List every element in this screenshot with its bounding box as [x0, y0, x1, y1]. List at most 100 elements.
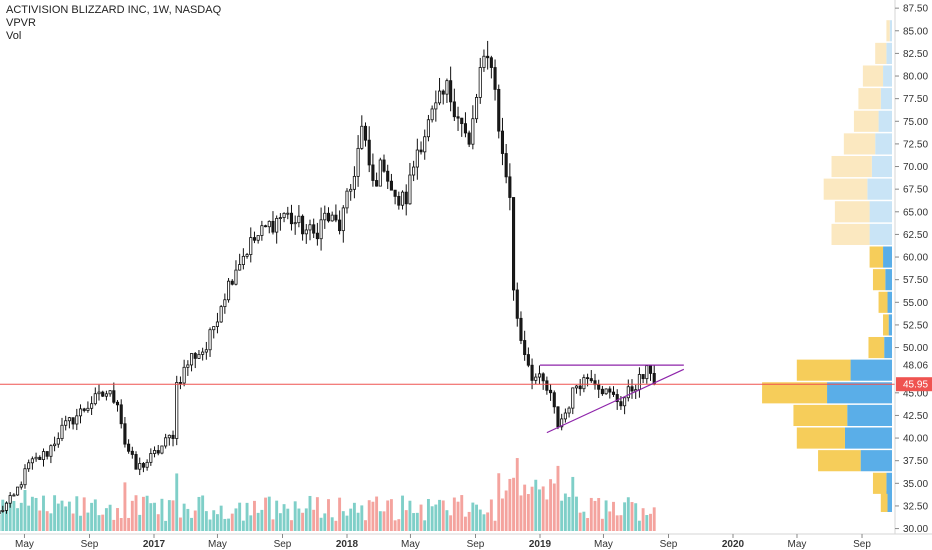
candle: [497, 84, 501, 139]
candle: [352, 166, 356, 199]
candle-body: [549, 389, 553, 394]
volume-profile-up: [847, 404, 892, 426]
candle: [16, 486, 20, 496]
volume-bar: [278, 513, 282, 531]
indicator-vpvr[interactable]: VPVR: [6, 17, 36, 29]
candle: [227, 278, 231, 303]
indicator-vol[interactable]: Vol: [6, 30, 22, 42]
candle: [382, 154, 386, 173]
candle: [171, 430, 175, 447]
x-tick-label: 2018: [336, 539, 359, 550]
candle-body: [193, 353, 197, 359]
volume-profile-up: [884, 336, 892, 359]
candle: [145, 459, 149, 471]
candle: [345, 188, 349, 214]
y-tick-label: 32.50: [903, 501, 928, 512]
candle-body: [371, 164, 375, 181]
volume-bar: [156, 514, 160, 531]
volume-profile-down: [862, 65, 884, 87]
candle-body: [560, 418, 564, 428]
volume-bar: [652, 507, 656, 531]
volume-profile-down: [886, 20, 890, 42]
candle: [241, 248, 245, 270]
volume-bar: [541, 486, 545, 531]
volume-bar: [79, 515, 82, 531]
candle-body: [608, 388, 612, 393]
candle-body: [315, 232, 319, 240]
candle-body: [230, 280, 234, 285]
volume-bar: [30, 496, 34, 531]
volume-bar: [223, 518, 227, 531]
x-tick-label: Sep: [467, 539, 485, 550]
candle-body: [597, 384, 601, 390]
candle: [545, 376, 549, 395]
symbol-title[interactable]: ACTIVISION BLIZZARD INC, 1W, NASDAQ: [6, 4, 222, 16]
volume-bar: [112, 519, 116, 531]
candle-body: [23, 468, 27, 486]
volume-bar: [108, 504, 112, 531]
candle-body: [152, 450, 157, 454]
candle: [367, 126, 371, 173]
volume-bar: [5, 502, 8, 531]
candle-body: [90, 403, 94, 409]
candle-body: [463, 123, 467, 134]
candle: [467, 130, 471, 148]
volume-profile-up: [883, 246, 892, 268]
candle-body: [19, 484, 23, 488]
y-axis[interactable]: 30.00 32.50 35.00 37.50 40.00 42.50 45.00 50.00…: [895, 4, 928, 535]
candle: [152, 446, 157, 458]
candle-body: [212, 326, 216, 331]
volume-bar: [497, 473, 501, 531]
volume-bar: [426, 499, 430, 531]
candle: [326, 207, 331, 223]
volume-bar: [104, 508, 108, 531]
candle-body: [460, 117, 464, 125]
x-axis[interactable]: May Sep 2017 May Sep 2018 May Sep 2019 May Sep 2020…: [15, 534, 871, 550]
volume-bar: [567, 496, 571, 531]
volume-profile-up: [878, 110, 892, 132]
candle: [167, 434, 171, 446]
candle: [408, 162, 412, 205]
volume-bar: [501, 498, 504, 531]
volume-bar: [216, 514, 219, 531]
candle: [338, 210, 342, 235]
volume-bar: [519, 495, 523, 531]
candle-body: [97, 391, 101, 395]
volume-bar: [415, 512, 419, 531]
volume-bar: [600, 518, 604, 531]
candle-body: [412, 166, 416, 176]
candle-body: [563, 412, 567, 420]
candle: [156, 444, 160, 456]
candle-body: [504, 153, 508, 178]
volume-profile-up: [875, 133, 892, 155]
support-trendline: [546, 368, 685, 434]
candle-body: [545, 380, 549, 391]
volume-profile-down: [872, 472, 887, 494]
y-tick-label: 75.00: [903, 117, 928, 128]
candlesticks: [0, 40, 656, 515]
candle: [508, 163, 512, 211]
candle: [519, 311, 523, 345]
candle-body: [30, 458, 34, 464]
volume-bar: [478, 509, 482, 531]
candle: [611, 386, 616, 397]
candle-body: [578, 385, 582, 390]
candle-body: [293, 222, 297, 225]
candle-body: [86, 407, 90, 411]
volume-bar: [597, 498, 601, 531]
candle-body: [437, 90, 442, 104]
volume-bar: [582, 511, 586, 531]
volume-bar: [571, 476, 575, 531]
volume-bar: [475, 504, 478, 531]
candle-body: [115, 401, 120, 406]
candle-body: [334, 214, 338, 221]
volume-bar: [586, 518, 590, 531]
volume-bar: [97, 515, 101, 531]
candle: [4, 501, 9, 514]
volume-bar: [197, 496, 201, 531]
candle-body: [393, 189, 397, 197]
candle: [238, 253, 242, 271]
candle: [127, 439, 131, 454]
candle: [471, 105, 475, 150]
